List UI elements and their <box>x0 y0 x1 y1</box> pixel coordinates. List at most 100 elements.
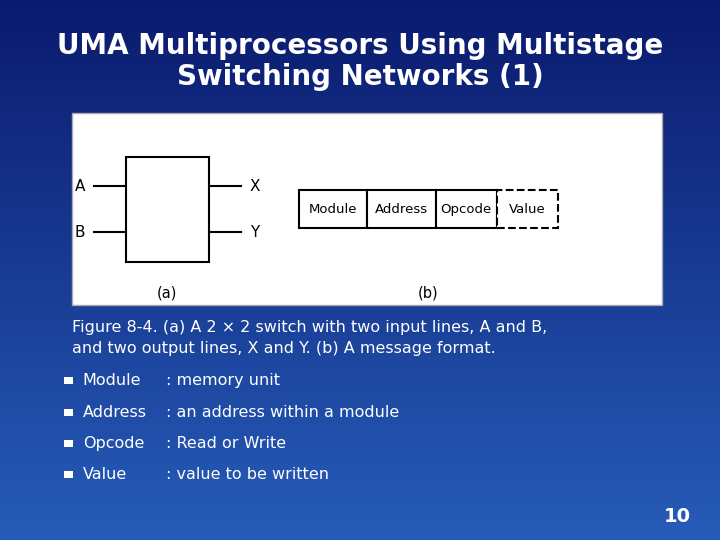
Bar <box>0 497 720 502</box>
Bar <box>0 49 720 54</box>
Text: (b): (b) <box>418 286 438 301</box>
Bar <box>63 440 73 447</box>
Bar <box>0 151 720 157</box>
Bar <box>0 173 720 178</box>
Text: (a): (a) <box>157 286 178 301</box>
Bar <box>0 356 720 362</box>
Bar <box>0 400 720 405</box>
Bar <box>0 470 720 475</box>
Bar <box>0 502 720 508</box>
Bar <box>0 302 720 308</box>
Text: : Read or Write: : Read or Write <box>166 436 286 451</box>
Bar <box>63 377 73 384</box>
Bar <box>0 38 720 43</box>
Text: Value: Value <box>509 202 546 216</box>
Bar <box>0 281 720 286</box>
Bar <box>0 243 720 248</box>
Bar <box>0 491 720 497</box>
Bar <box>0 362 720 367</box>
Bar <box>0 205 720 211</box>
Bar <box>0 308 720 313</box>
Bar <box>0 124 720 130</box>
Text: Figure 8-4. (a) A 2 × 2 switch with two input lines, A and B,
and two output lin: Figure 8-4. (a) A 2 × 2 switch with two … <box>72 320 547 356</box>
Bar <box>0 59 720 65</box>
Bar <box>0 286 720 292</box>
Bar <box>0 432 720 437</box>
Bar <box>0 200 720 205</box>
Bar <box>0 324 720 329</box>
Bar <box>0 340 720 346</box>
Text: Opcode: Opcode <box>441 202 492 216</box>
Bar <box>0 70 720 76</box>
Bar <box>0 292 720 297</box>
Text: : value to be written: : value to be written <box>166 467 328 482</box>
Bar <box>436 191 497 228</box>
Text: Y: Y <box>250 225 259 240</box>
Bar <box>0 146 720 151</box>
Bar <box>0 319 720 324</box>
Bar <box>0 189 720 194</box>
Bar <box>0 410 720 416</box>
Bar <box>0 216 720 221</box>
Bar <box>0 513 720 518</box>
Bar <box>0 167 720 173</box>
Bar <box>0 11 720 16</box>
Bar <box>0 459 720 464</box>
Bar <box>72 113 662 305</box>
Bar <box>0 346 720 351</box>
Bar <box>0 81 720 86</box>
Bar <box>0 119 720 124</box>
Bar <box>0 140 720 146</box>
Bar <box>0 248 720 254</box>
Bar <box>0 113 720 119</box>
Bar <box>0 32 720 38</box>
Text: B: B <box>74 225 85 240</box>
Text: A: A <box>75 179 85 193</box>
Bar <box>0 54 720 59</box>
Bar <box>0 508 720 513</box>
Bar <box>0 254 720 259</box>
Text: Module: Module <box>83 373 141 388</box>
Bar <box>0 427 720 432</box>
Bar <box>0 405 720 410</box>
Bar <box>0 259 720 265</box>
Bar <box>0 535 720 540</box>
Bar <box>0 130 720 135</box>
Bar <box>0 351 720 356</box>
Bar <box>0 275 720 281</box>
Bar <box>0 378 720 383</box>
Text: Address: Address <box>83 404 147 420</box>
Bar <box>0 211 720 216</box>
Bar <box>0 454 720 459</box>
Bar <box>0 238 720 243</box>
Bar <box>0 313 720 319</box>
Bar <box>0 394 720 400</box>
Bar <box>0 157 720 162</box>
Bar <box>0 529 720 535</box>
Bar <box>0 135 720 140</box>
Bar <box>0 265 720 270</box>
Bar <box>0 86 720 92</box>
Bar <box>299 191 367 228</box>
Bar <box>0 178 720 184</box>
Bar <box>0 97 720 103</box>
Bar <box>0 416 720 421</box>
Bar <box>0 92 720 97</box>
Bar <box>0 335 720 340</box>
Bar <box>0 108 720 113</box>
Bar <box>0 518 720 524</box>
Text: Address: Address <box>375 202 428 216</box>
Bar <box>0 367 720 373</box>
Text: Module: Module <box>309 202 357 216</box>
Bar <box>0 270 720 275</box>
Text: Value: Value <box>83 467 127 482</box>
Bar <box>63 409 73 416</box>
Bar <box>0 27 720 32</box>
Bar <box>0 475 720 481</box>
Bar <box>0 389 720 394</box>
Bar <box>0 443 720 448</box>
Bar <box>0 22 720 27</box>
Text: : an address within a module: : an address within a module <box>166 404 399 420</box>
Text: 10: 10 <box>664 508 691 526</box>
Bar <box>0 103 720 108</box>
